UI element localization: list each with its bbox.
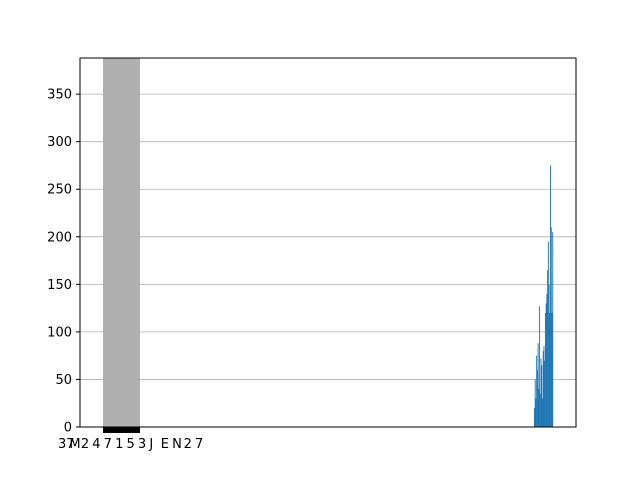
bar	[544, 360, 546, 427]
bar	[550, 165, 552, 427]
bar	[534, 407, 535, 427]
x-tick-label: 37	[58, 437, 75, 452]
bar	[551, 312, 553, 427]
y-tick-label: 100	[47, 325, 72, 340]
bar	[549, 312, 551, 427]
x-axis-ticks: 37M 2 4 7 1 5 3 J E N 2 7	[58, 437, 203, 452]
bar	[537, 343, 539, 427]
bar	[539, 393, 541, 427]
y-tick-label: 150	[47, 278, 72, 293]
bar	[547, 270, 549, 427]
bar	[548, 284, 550, 427]
x-tick-label: 4	[92, 437, 100, 452]
bar	[550, 227, 552, 427]
bar	[542, 398, 543, 427]
y-tick-label: 0	[64, 421, 72, 436]
bar-series	[534, 165, 554, 427]
y-tick-label: 300	[47, 135, 72, 150]
bar	[540, 358, 542, 427]
bar	[534, 379, 536, 427]
bar	[539, 306, 541, 427]
bar	[538, 388, 540, 427]
y-tick-label: 50	[55, 373, 72, 388]
bar	[535, 398, 537, 427]
bar	[542, 350, 544, 427]
x-tick-label: M	[69, 437, 80, 452]
x-tick-label: 7	[195, 437, 203, 452]
plot-area-frame	[79, 57, 577, 428]
x-tick-label: 1	[115, 437, 123, 452]
bar	[545, 303, 547, 427]
bar	[547, 241, 549, 427]
y-tick-label: 200	[47, 230, 72, 245]
x-tick-label: 3	[138, 437, 146, 452]
bar	[552, 232, 554, 427]
overlay-tick-cluster	[103, 427, 140, 433]
x-tick-label: 2	[81, 437, 89, 452]
bar	[543, 346, 545, 427]
y-axis-ticks: 0 50 100 150 200 250 300 350	[47, 88, 80, 436]
bar	[541, 365, 543, 427]
bar	[536, 369, 538, 427]
y-tick-label: 350	[47, 88, 72, 103]
x-tick-label: 7	[104, 437, 112, 452]
bar	[544, 312, 546, 427]
grey-overlay-band	[103, 58, 140, 433]
y-tick-label: 250	[47, 183, 72, 198]
x-tick-label: J	[148, 437, 153, 452]
x-tick-label: N	[172, 437, 182, 452]
bar	[536, 355, 538, 427]
bar	[546, 293, 548, 427]
x-tick-label: E	[161, 437, 169, 452]
x-tick-label: 2	[184, 437, 192, 452]
x-tick-label: 5	[127, 437, 135, 452]
overlay-band	[103, 58, 140, 427]
